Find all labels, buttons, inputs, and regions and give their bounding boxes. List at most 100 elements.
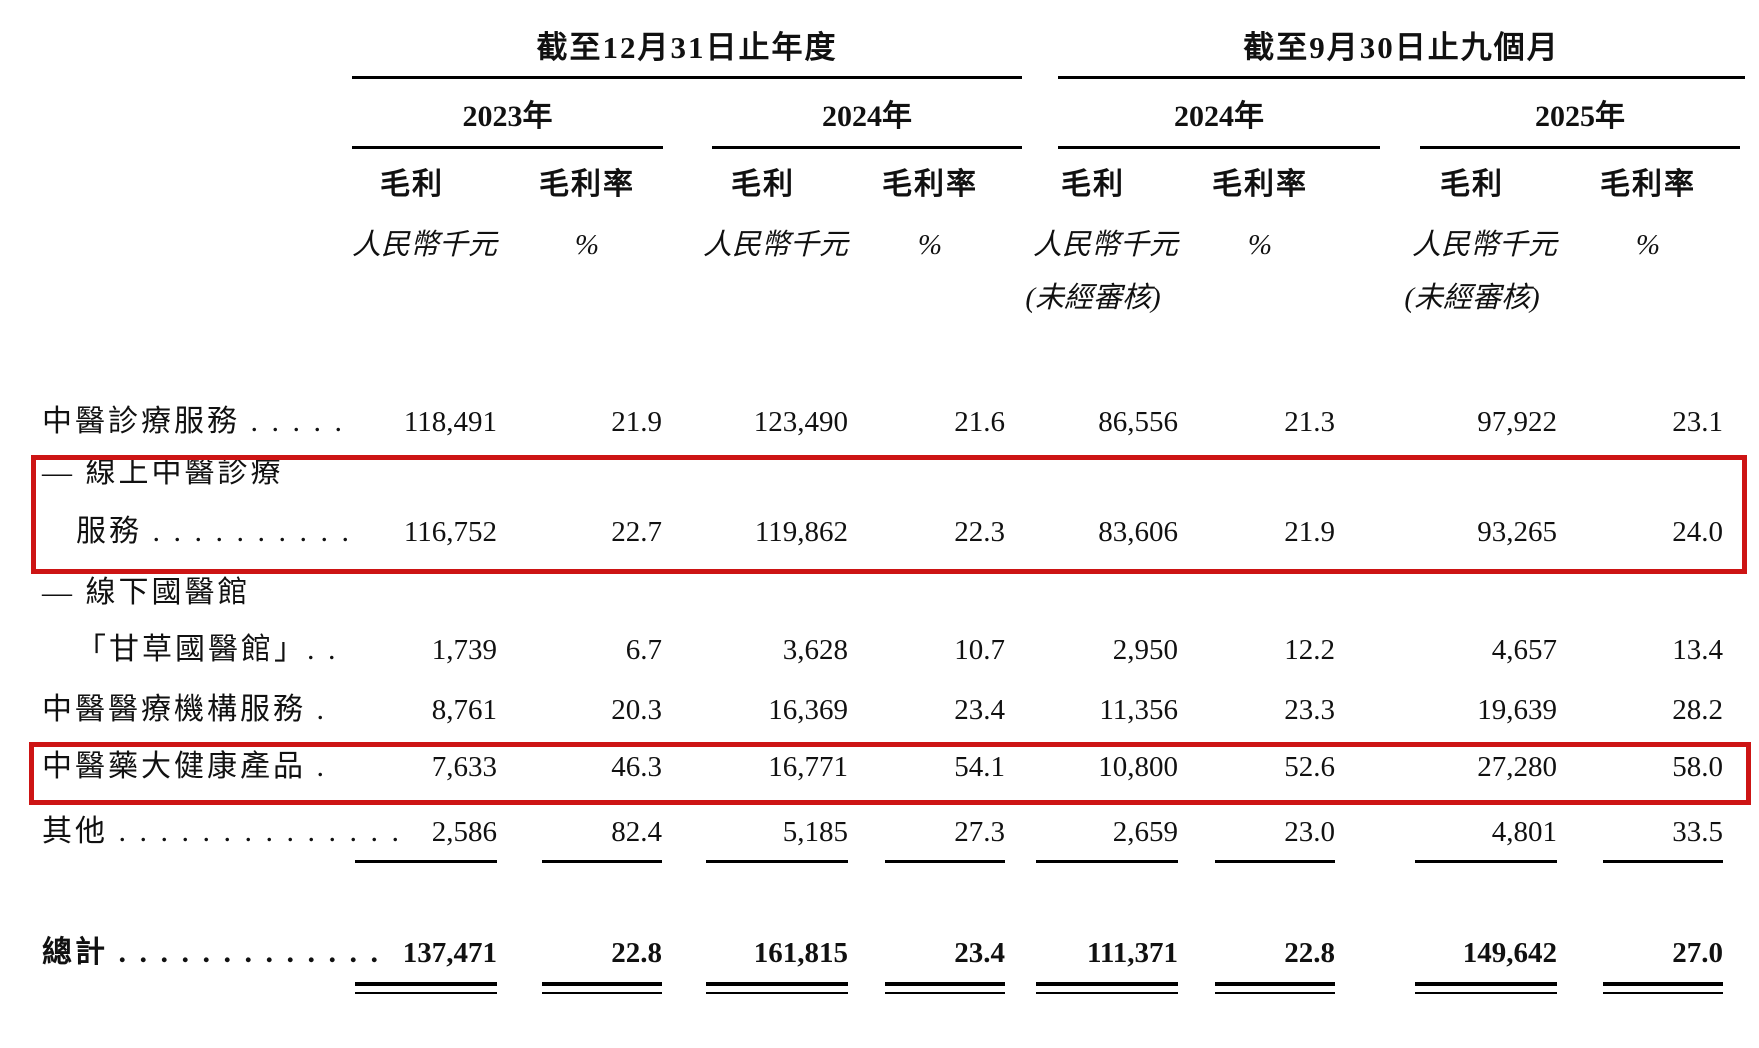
double-rule-segment (885, 982, 1005, 994)
cell-value: 11,356 (1099, 694, 1178, 726)
cell-value: 24.0 (1672, 516, 1723, 548)
metric-header-gross-margin: 毛利率 (539, 168, 635, 201)
cell-value: 54.1 (954, 751, 1005, 783)
cell-value: 2,659 (1112, 816, 1178, 848)
unit-header-percent: % (574, 229, 600, 261)
single-rule-segment (542, 860, 662, 863)
metric-header-gross-profit: 毛利 (1440, 168, 1504, 201)
single-rule-segment (1603, 860, 1723, 863)
single-rule-segment (355, 860, 497, 863)
unit-header-rmb-thousands: 人民幣千元 (1411, 229, 1557, 261)
row-label: 總計 . . . . . . . . . . . . . (42, 936, 381, 969)
highlight-box-online-tcm-services (31, 455, 1747, 574)
cell-value: 27.0 (1672, 937, 1723, 969)
table-row-online-tcm-label: — 線上中醫診療 (0, 454, 1759, 492)
period-group-rule-nine-months (1058, 76, 1745, 79)
period-group-rule-annual (352, 76, 1022, 79)
row-label: 其他 . . . . . . . . . . . . . . (42, 815, 402, 848)
cell-value: 16,369 (768, 694, 848, 726)
cell-value: 27.3 (954, 816, 1005, 848)
period-group-title-nine-months: 截至9月30日止九個月 (1243, 30, 1560, 65)
single-rule-segment (1215, 860, 1335, 863)
table-row-tcm-diagnosis-services: 中醫診療服務 . . . . . 118,491 21.9 123,490 21… (0, 403, 1759, 441)
metric-header-gross-margin: 毛利率 (882, 168, 978, 201)
cell-value: 83,606 (1098, 516, 1178, 548)
cell-value: 19,639 (1477, 694, 1557, 726)
cell-value: 28.2 (1672, 694, 1723, 726)
metric-header-gross-profit: 毛利 (380, 168, 444, 201)
year-rule-2025-9m (1420, 146, 1740, 149)
double-rule-segment (355, 982, 497, 994)
cell-value: 21.9 (611, 406, 662, 438)
cell-value: 7,633 (431, 751, 497, 783)
cell-value: 23.4 (954, 937, 1005, 969)
cell-value: 21.6 (954, 406, 1005, 438)
unit-header-rmb-thousands: 人民幣千元 (1032, 229, 1178, 261)
double-rule-segment (1215, 982, 1335, 994)
double-rule-segment (706, 982, 848, 994)
year-rule-2024 (712, 146, 1022, 149)
unit-header-rmb-thousands: 人民幣千元 (702, 229, 848, 261)
double-rule-segment (1036, 982, 1178, 994)
cell-value: 23.3 (1284, 694, 1335, 726)
table-row-gancao-clinics: 「甘草國醫館」. . 1,739 6.7 3,628 10.7 2,950 12… (0, 631, 1759, 669)
cell-value: 12.2 (1284, 634, 1335, 666)
unit-header-percent: % (917, 229, 943, 261)
cell-value: 111,371 (1086, 937, 1178, 969)
cell-value: 23.1 (1672, 406, 1723, 438)
table-row-total: 總計 . . . . . . . . . . . . . 137,471 22.… (0, 934, 1759, 972)
cell-value: 93,265 (1477, 516, 1557, 548)
cell-value: 86,556 (1098, 406, 1178, 438)
cell-value: 6.7 (625, 634, 662, 666)
cell-value: 2,586 (431, 816, 497, 848)
metric-header-gross-margin: 毛利率 (1212, 168, 1308, 201)
cell-value: 33.5 (1672, 816, 1723, 848)
period-group-title-annual: 截至12月31日止年度 (536, 30, 838, 65)
cell-value: 58.0 (1672, 751, 1723, 783)
cell-value: 22.8 (1284, 937, 1335, 969)
row-label: — 線下國醫館 (42, 576, 251, 609)
year-header-2024-9m: 2024年 (1174, 100, 1264, 133)
year-rule-2023 (352, 146, 663, 149)
metric-header-gross-profit: 毛利 (1061, 168, 1125, 201)
unit-header-rmb-thousands: 人民幣千元 (351, 229, 497, 261)
cell-value: 4,801 (1491, 816, 1557, 848)
unit-header-percent: % (1247, 229, 1273, 261)
cell-value: 82.4 (611, 816, 662, 848)
highlight-box-tcm-health-products (29, 742, 1751, 805)
single-rule-segment (885, 860, 1005, 863)
cell-value: 20.3 (611, 694, 662, 726)
row-label: 服務 . . . . . . . . . . (76, 515, 352, 548)
double-rule-segment (1415, 982, 1557, 994)
cell-value: 10.7 (954, 634, 1005, 666)
cell-value: 4,657 (1491, 634, 1557, 666)
cell-value: 16,771 (768, 751, 848, 783)
table-row-tcm-health-products: 中醫藥大健康產品 . 7,633 46.3 16,771 54.1 10,800… (0, 748, 1759, 786)
cell-value: 10,800 (1098, 751, 1178, 783)
double-rule-segment (542, 982, 662, 994)
year-header-2024: 2024年 (822, 100, 912, 133)
cell-value: 123,490 (753, 406, 848, 438)
cell-value: 22.7 (611, 516, 662, 548)
row-label: 「甘草國醫館」. . (76, 633, 339, 666)
metric-header-gross-margin: 毛利率 (1600, 168, 1696, 201)
double-rule-segment (1603, 982, 1723, 994)
cell-value: 2,950 (1112, 634, 1178, 666)
cell-value: 119,862 (754, 516, 848, 548)
unaudited-note: (未經審核) (1025, 282, 1161, 314)
table-row-online-tcm-services: 服務 . . . . . . . . . . 116,752 22.7 119,… (0, 513, 1759, 551)
cell-value: 23.4 (954, 694, 1005, 726)
metric-header-gross-profit: 毛利 (731, 168, 795, 201)
cell-value: 23.0 (1284, 816, 1335, 848)
table-row-others: 其他 . . . . . . . . . . . . . . 2,586 82.… (0, 813, 1759, 851)
cell-value: 52.6 (1284, 751, 1335, 783)
cell-value: 8,761 (431, 694, 497, 726)
year-header-2025-9m: 2025年 (1535, 100, 1625, 133)
cell-value: 46.3 (611, 751, 662, 783)
cell-value: 118,491 (403, 406, 497, 438)
single-rule-segment (1036, 860, 1178, 863)
cell-value: 3,628 (782, 634, 848, 666)
cell-value: 21.3 (1284, 406, 1335, 438)
table-row-offline-clinics-label: — 線下國醫館 (0, 574, 1759, 612)
